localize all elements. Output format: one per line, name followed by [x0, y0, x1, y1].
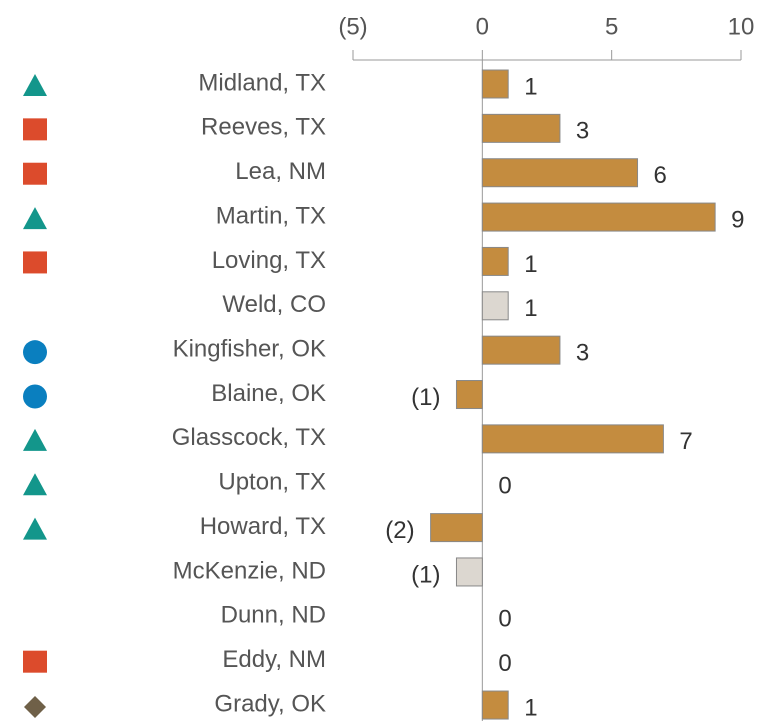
category-label: Grady, OK [214, 690, 326, 717]
marker-icon [23, 650, 47, 673]
bar [481, 335, 561, 365]
x-tick-label: (5) [338, 13, 367, 40]
value-label: 0 [498, 606, 511, 633]
bar [481, 202, 716, 232]
marker-icon [23, 340, 47, 365]
bar [481, 158, 639, 188]
value-label: 1 [524, 73, 537, 100]
x-tick-label: 10 [728, 13, 755, 40]
value-label: 6 [654, 162, 667, 189]
category-label: Weld, CO [222, 291, 326, 318]
bar [481, 69, 509, 99]
value-label: 9 [731, 206, 744, 233]
marker-icon [23, 473, 47, 496]
x-tick-label: 0 [476, 13, 489, 40]
category-label: Loving, TX [212, 247, 326, 274]
category-label: Glasscock, TX [172, 424, 326, 451]
category-label: Howard, TX [200, 513, 326, 540]
value-label: 1 [524, 694, 537, 721]
marker-icon [23, 517, 47, 540]
value-label: 7 [679, 428, 692, 455]
bar [481, 424, 664, 454]
category-label: Reeves, TX [201, 114, 326, 141]
category-label: Dunn, ND [221, 602, 326, 629]
category-label: Martin, TX [216, 202, 326, 229]
bar [481, 690, 509, 720]
value-label: 1 [524, 295, 537, 322]
value-label: 3 [576, 118, 589, 145]
bar [455, 380, 483, 410]
category-label: Blaine, OK [211, 380, 326, 407]
bar [481, 291, 509, 321]
value-label: 0 [498, 473, 511, 500]
value-label: 0 [498, 650, 511, 677]
value-label: 3 [576, 340, 589, 367]
marker-icon [24, 696, 46, 719]
marker-icon [23, 207, 47, 230]
bar [481, 113, 561, 143]
category-label: Lea, NM [235, 158, 326, 185]
category-label: Midland, TX [198, 69, 326, 96]
value-label: 1 [524, 251, 537, 278]
value-label: (2) [385, 517, 414, 544]
marker-icon [23, 384, 47, 409]
category-label: McKenzie, ND [173, 557, 326, 584]
category-label: Upton, TX [218, 469, 326, 496]
value-label: (1) [411, 384, 440, 411]
category-label: Kingfisher, OK [173, 336, 326, 363]
marker-icon [23, 251, 47, 274]
marker-icon [23, 428, 47, 451]
value-label: (1) [411, 561, 440, 588]
marker-icon [23, 162, 47, 185]
bar [430, 513, 483, 543]
marker-icon [23, 74, 47, 96]
bar [455, 557, 483, 587]
marker-icon [23, 118, 47, 141]
bar [481, 246, 509, 276]
x-tick-label: 5 [605, 13, 618, 40]
category-label: Eddy, NM [222, 646, 326, 673]
